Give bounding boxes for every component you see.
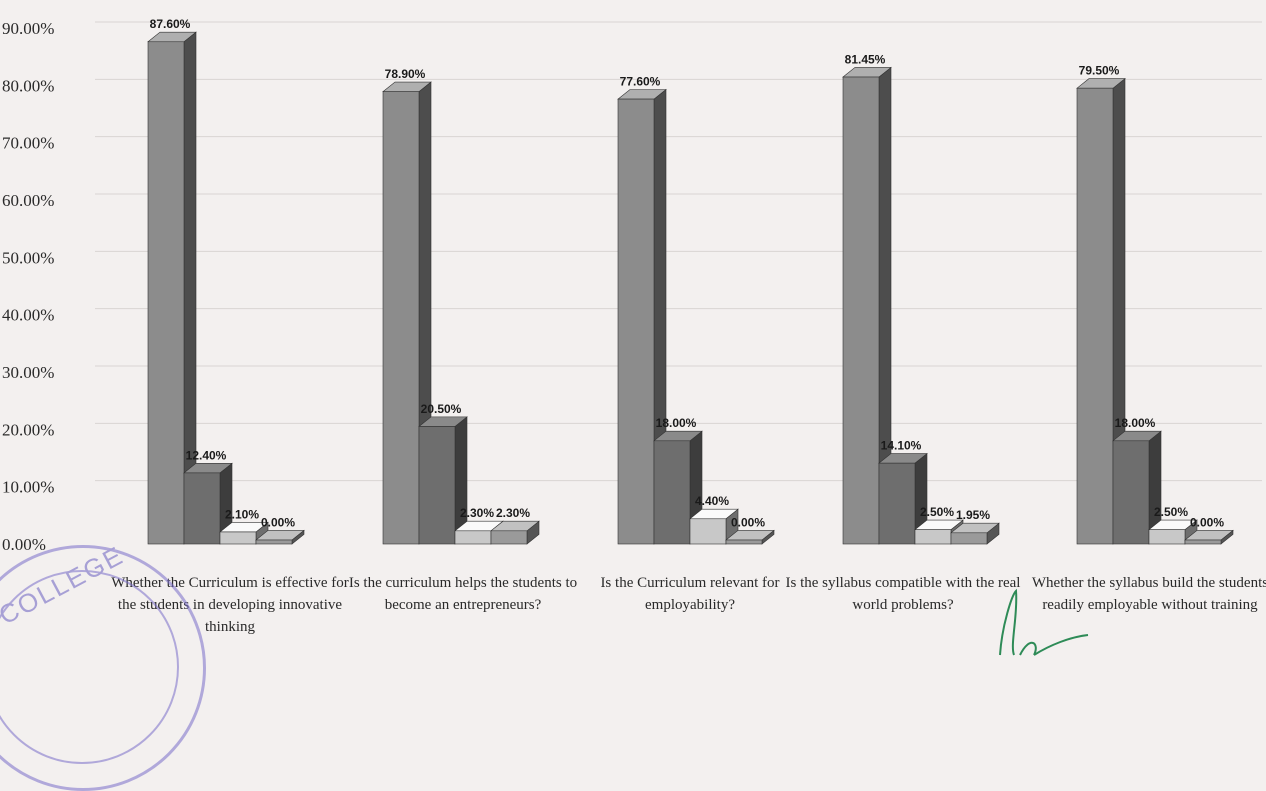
bar (914, 529, 952, 545)
bar (490, 530, 528, 545)
bar (1148, 529, 1186, 545)
data-label: 78.90% (385, 67, 426, 81)
data-label: 18.00% (656, 416, 697, 430)
y-tick-label: 0.00% (2, 535, 46, 554)
chart-stage: 0.00% 10.00% 20.00% 30.00% 40.00% 50.00% 60.00… (0, 17, 1266, 791)
data-label: 4.40% (695, 494, 729, 508)
y-tick-label: 30.00% (2, 363, 54, 382)
bar (255, 539, 293, 545)
y-tick-label: 50.00% (2, 248, 54, 267)
data-label: 20.50% (421, 402, 462, 416)
bar (183, 472, 221, 545)
data-label: 2.10% (225, 507, 259, 521)
x-category-label: Is the Curriculum relevant for employabi… (600, 575, 780, 613)
bar (1184, 539, 1222, 545)
y-tick-label: 20.00% (2, 420, 54, 439)
bar (950, 532, 988, 545)
bar (382, 91, 420, 545)
x-category-label: Whether the syllabus build the students … (1031, 575, 1266, 613)
bar (842, 76, 880, 545)
data-label: 0.00% (1190, 515, 1224, 529)
bar (689, 518, 727, 545)
signature (999, 588, 1089, 656)
chart-svg: 0.00% 10.00% 20.00% 30.00% 40.00% 50.00% 60.00… (2, 17, 1262, 554)
data-label: 2.50% (1154, 505, 1188, 519)
y-tick-label: 80.00% (2, 76, 54, 95)
y-tick-label: 60.00% (2, 191, 54, 210)
y-tick-label: 90.00% (2, 19, 54, 38)
data-label: 2.30% (460, 506, 494, 520)
data-label: 18.00% (1115, 416, 1156, 430)
x-category-label: Is the syllabus compatible with the real… (785, 575, 1021, 613)
y-tick-label: 40.00% (2, 306, 54, 325)
data-label: 79.50% (1079, 64, 1120, 78)
data-label: 0.00% (731, 515, 765, 529)
data-label: 2.30% (496, 506, 530, 520)
data-label: 12.40% (186, 448, 227, 462)
data-label: 1.95% (956, 508, 990, 522)
bar (617, 98, 655, 545)
bar (1076, 87, 1114, 545)
bar (1112, 440, 1150, 545)
data-label: 77.60% (620, 74, 661, 88)
bar (454, 530, 492, 545)
data-label: 14.10% (881, 439, 922, 453)
y-tick-label: 10.00% (2, 478, 54, 497)
bar (725, 539, 763, 545)
bar (219, 531, 257, 545)
data-label: 2.50% (920, 505, 954, 519)
data-label: 87.60% (150, 17, 191, 31)
data-label: 81.45% (845, 52, 886, 66)
bar (653, 440, 691, 545)
y-tick-label: 70.00% (2, 134, 54, 153)
bar (418, 426, 456, 545)
bar (147, 41, 185, 545)
x-category-label: Is the curriculum helps the students to … (348, 575, 578, 613)
data-label: 0.00% (261, 515, 295, 529)
bar (878, 462, 916, 545)
